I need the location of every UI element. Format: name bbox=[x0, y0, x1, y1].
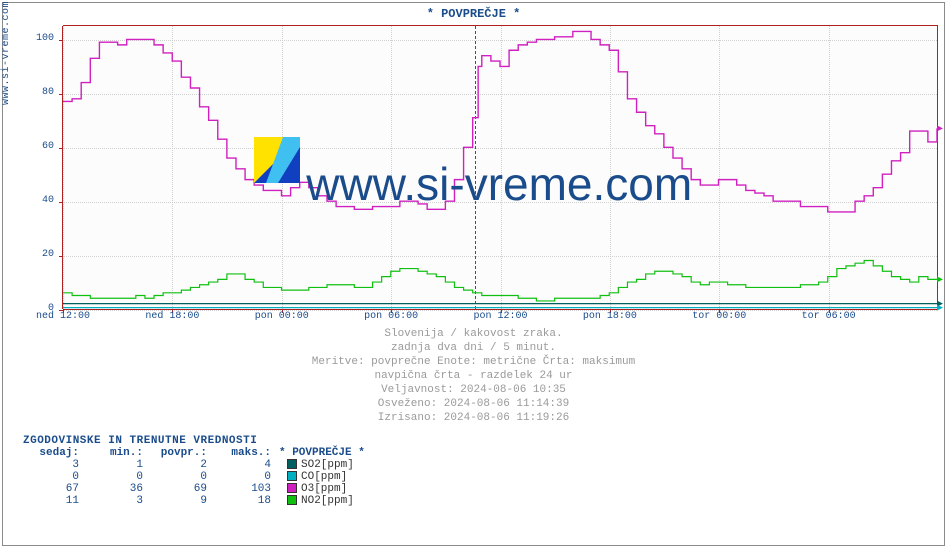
caption-line: Osveženo: 2024-08-06 11:14:39 bbox=[3, 397, 944, 411]
series-arrow-NO2 bbox=[937, 276, 943, 282]
stats-value: 69 bbox=[151, 483, 215, 495]
stats-value: 4 bbox=[215, 459, 279, 471]
caption-line: Meritve: povprečne Enote: metrične Črta:… bbox=[3, 355, 944, 369]
x-tick-label: tor 00:00 bbox=[692, 311, 746, 322]
legend-swatch-icon bbox=[287, 471, 297, 481]
stats-value: 0 bbox=[151, 471, 215, 483]
x-tick-label: pon 12:00 bbox=[473, 311, 527, 322]
legend-swatch-icon bbox=[287, 459, 297, 469]
stats-value: 3 bbox=[87, 495, 151, 507]
y-tick-label: 40 bbox=[24, 195, 54, 206]
x-tick-label: pon 00:00 bbox=[255, 311, 309, 322]
series-arrow-CO bbox=[937, 305, 943, 311]
stats-value: 36 bbox=[87, 483, 151, 495]
stats-header: maks.: bbox=[215, 447, 279, 459]
x-tick-label: pon 06:00 bbox=[364, 311, 418, 322]
stats-title: ZGODOVINSKE IN TRENUTNE VREDNOSTI bbox=[23, 435, 373, 447]
series-arrow-O3 bbox=[937, 125, 943, 131]
watermark-text: www.si-vreme.com bbox=[306, 157, 692, 211]
stats-header: povpr.: bbox=[151, 447, 215, 459]
stats-value: 2 bbox=[151, 459, 215, 471]
caption-line: Slovenija / kakovost zraka. bbox=[3, 327, 944, 341]
x-tick-label: ned 12:00 bbox=[36, 311, 90, 322]
series-NO2 bbox=[63, 260, 937, 300]
table-row: 3124 SO2[ppm] bbox=[23, 459, 373, 471]
plot-area: www.si-vreme.com bbox=[63, 25, 938, 309]
table-row: 113918 NO2[ppm] bbox=[23, 495, 373, 507]
table-row: 0000CO[ppm] bbox=[23, 471, 373, 483]
stats-value: 0 bbox=[87, 471, 151, 483]
legend-item: SO2[ppm] bbox=[279, 459, 373, 471]
legend-label: NO2[ppm] bbox=[301, 495, 354, 507]
caption-line: Izrisano: 2024-08-06 11:19:26 bbox=[3, 411, 944, 425]
legend-item: O3[ppm] bbox=[279, 483, 373, 495]
y-tick-label: 80 bbox=[24, 87, 54, 98]
stats-table: ZGODOVINSKE IN TRENUTNE VREDNOSTI sedaj:… bbox=[23, 435, 373, 507]
legend-label: SO2[ppm] bbox=[301, 459, 354, 471]
table-row: 673669103 O3[ppm] bbox=[23, 483, 373, 495]
legend-swatch-icon bbox=[287, 495, 297, 505]
stats-value: 9 bbox=[151, 495, 215, 507]
x-tick-label: ned 18:00 bbox=[145, 311, 199, 322]
y-tick-label: 20 bbox=[24, 249, 54, 260]
x-tick-label: pon 18:00 bbox=[583, 311, 637, 322]
watermark-logo-icon bbox=[254, 137, 300, 183]
legend-label: CO[ppm] bbox=[301, 471, 347, 483]
caption-line: Veljavnost: 2024-08-06 10:35 bbox=[3, 383, 944, 397]
legend-swatch-icon bbox=[287, 483, 297, 493]
legend-label: O3[ppm] bbox=[301, 483, 347, 495]
chart-title: * POVPREČJE * bbox=[3, 7, 944, 21]
y-tick-label: 100 bbox=[24, 33, 54, 44]
legend-item: CO[ppm] bbox=[279, 471, 373, 483]
chart-frame: www.si-vreme.com * POVPREČJE * www.si-vr… bbox=[2, 2, 945, 546]
stats-value: 11 bbox=[23, 495, 87, 507]
stats-header: sedaj: bbox=[23, 447, 87, 459]
legend-title: * POVPREČJE * bbox=[279, 447, 373, 459]
legend-item: NO2[ppm] bbox=[279, 495, 373, 507]
stats-value: 0 bbox=[23, 471, 87, 483]
stats-value: 1 bbox=[87, 459, 151, 471]
caption-block: Slovenija / kakovost zraka.zadnja dva dn… bbox=[3, 327, 944, 425]
stats-value: 3 bbox=[23, 459, 87, 471]
stats-value: 0 bbox=[215, 471, 279, 483]
x-tick-label: tor 06:00 bbox=[802, 311, 856, 322]
stats-value: 18 bbox=[215, 495, 279, 507]
y-tick-label: 60 bbox=[24, 141, 54, 152]
stats-value: 103 bbox=[215, 483, 279, 495]
y-axis-site-label: www.si-vreme.com bbox=[1, 0, 15, 153]
caption-line: zadnja dva dni / 5 minut. bbox=[3, 341, 944, 355]
stats-table-body: sedaj:min.:povpr.:maks.:* POVPREČJE *312… bbox=[23, 447, 373, 507]
stats-value: 67 bbox=[23, 483, 87, 495]
caption-line: navpična črta - razdelek 24 ur bbox=[3, 369, 944, 383]
stats-header: min.: bbox=[87, 447, 151, 459]
